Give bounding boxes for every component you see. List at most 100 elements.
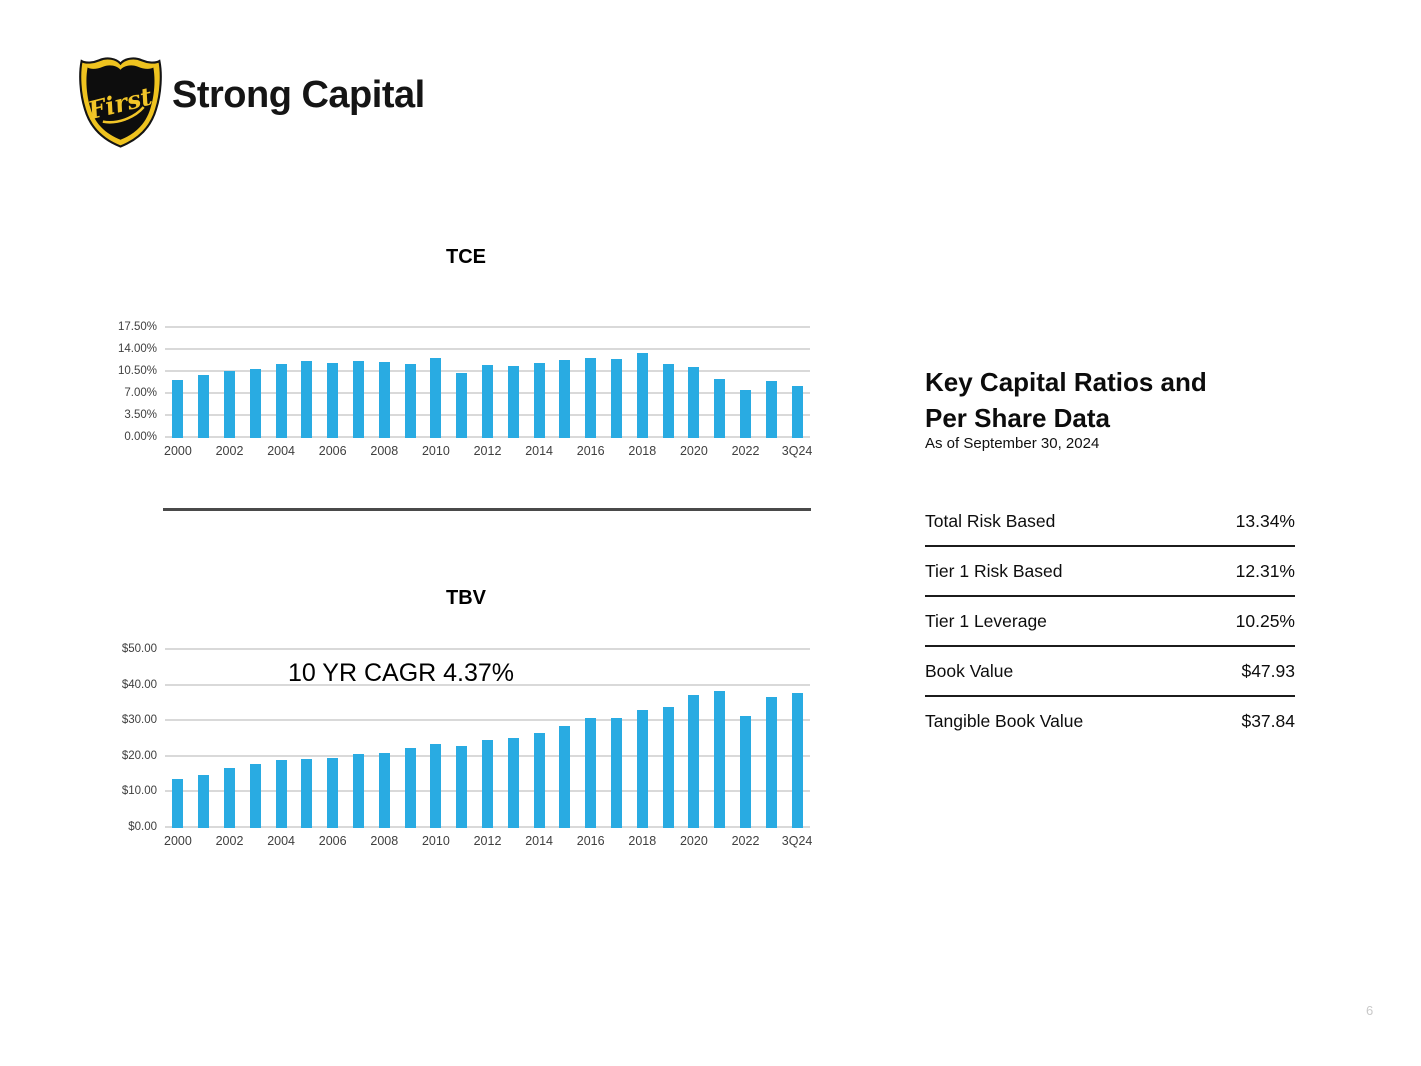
bar-tce-2010 xyxy=(430,358,442,438)
y-axis-tick-label: $0.00 xyxy=(128,821,157,833)
bar-tce-2022 xyxy=(740,389,751,438)
bar-tbv-2013 xyxy=(507,737,519,828)
tce-chart-title: TCE xyxy=(446,246,486,268)
bar-tbv-2022 xyxy=(740,715,751,828)
section-divider xyxy=(163,508,811,511)
bar-tbv-2004 xyxy=(275,760,287,828)
row-label: Tier 1 Risk Based xyxy=(925,560,1063,581)
bar-tbv-2009 xyxy=(404,748,416,828)
tbv-chart-plot: $50.00 $40.00 $30.00 $20.00 $10.00 $0.00 2000 2… xyxy=(122,643,813,848)
x-axis-tick-label: 2022 xyxy=(731,834,760,848)
bar-tbv-2005 xyxy=(301,758,313,828)
bar-tbv-2020 xyxy=(688,694,700,828)
bar-tbv-2006 xyxy=(327,757,339,828)
bar-tbv-2008 xyxy=(378,752,390,828)
x-axis-tick-label: 2008 xyxy=(370,444,399,458)
table-row: Tangible Book Value $37.84 xyxy=(925,697,1295,745)
bar-tce-2007 xyxy=(353,361,364,438)
bar-tce-2008 xyxy=(378,361,390,438)
bar-tce-2019 xyxy=(662,363,674,438)
bar-tce-2005 xyxy=(301,361,313,438)
x-axis-tick-label: 2016 xyxy=(576,444,605,458)
table-row: Book Value $47.93 xyxy=(925,647,1295,697)
bar-tce-2021 xyxy=(714,378,726,438)
y-axis-tick-label: $30.00 xyxy=(121,714,157,727)
row-value: 10.25% xyxy=(1235,610,1295,631)
bar-tce-2001 xyxy=(198,374,210,438)
bar-tbv-3Q24 xyxy=(791,693,803,828)
bar-tce-2013 xyxy=(507,365,519,438)
y-axis-tick-label: $10.00 xyxy=(121,785,157,798)
x-axis-tick-label: 2014 xyxy=(525,834,553,848)
table-row: Tier 1 Risk Based 12.31% xyxy=(925,547,1295,597)
bar-tce-2006 xyxy=(327,362,339,438)
x-axis-tick-label: 2012 xyxy=(473,444,502,458)
x-axis-tick-label: 3Q24 xyxy=(781,834,813,848)
row-label: Tier 1 Leverage xyxy=(925,610,1047,631)
x-axis-tick-label: 2014 xyxy=(525,444,553,458)
bar-tce-2018 xyxy=(636,353,648,438)
as-of-date: As of September 30, 2024 xyxy=(925,435,1100,452)
x-axis-tick-label: 2000 xyxy=(164,444,192,458)
bar-tbv-2011 xyxy=(456,746,468,828)
key-ratios-heading-line1: Key Capital Ratios and xyxy=(925,367,1207,397)
x-axis-tick-label: 2006 xyxy=(318,834,347,848)
page-number: 6 xyxy=(1366,1003,1374,1018)
x-axis-tick-label: 2022 xyxy=(731,444,760,458)
bar-tce-2002 xyxy=(224,371,235,438)
row-label: Book Value xyxy=(925,660,1014,681)
bar-tbv-2016 xyxy=(585,718,597,828)
bar-tce-2000 xyxy=(172,380,184,438)
bar-tbv-2017 xyxy=(611,718,622,828)
row-value: $37.84 xyxy=(1241,710,1295,731)
gridline xyxy=(165,648,810,650)
x-axis-tick-label: 2018 xyxy=(628,444,657,458)
table-row: Tier 1 Leverage 10.25% xyxy=(925,597,1295,647)
x-axis-tick-label: 2020 xyxy=(679,834,708,848)
x-axis-tick-label: 2008 xyxy=(370,834,399,848)
bar-tbv-2019 xyxy=(662,707,674,828)
y-axis-tick-label: $20.00 xyxy=(121,749,157,762)
x-axis-tick-label: 2020 xyxy=(679,444,708,458)
y-axis-tick-label: $40.00 xyxy=(121,678,157,691)
tce-chart-plot: 17.50% 14.00% 10.50% 7.00% 3.50% 0.00% 2000 200… xyxy=(118,321,812,458)
bar-tce-2016 xyxy=(585,358,597,438)
bar-tce-2009 xyxy=(404,364,416,438)
x-axis-tick-label: 2010 xyxy=(421,444,450,458)
x-axis-tick-label: 2004 xyxy=(267,444,295,458)
bar-tbv-2000 xyxy=(172,778,184,828)
bar-tbv-2018 xyxy=(636,710,648,828)
y-axis-tick-label: 3.50% xyxy=(124,409,157,421)
bar-tbv-2002 xyxy=(224,768,235,828)
y-axis-tick-label: 14.00% xyxy=(117,343,157,355)
x-axis-tick-label: 2000 xyxy=(164,834,192,848)
bar-tce-2011 xyxy=(456,372,468,438)
bar-tce-2003 xyxy=(249,368,261,438)
bar-tce-2017 xyxy=(611,359,622,438)
x-axis-tick-label: 2004 xyxy=(267,834,295,848)
bar-tbv-2014 xyxy=(533,732,545,828)
bar-tce-2014 xyxy=(533,363,545,438)
gridline xyxy=(165,326,810,328)
y-axis-tick-label: 10.50% xyxy=(117,365,157,377)
x-axis-tick-label: 2012 xyxy=(473,834,502,848)
gridline xyxy=(165,348,810,350)
key-ratios-heading: Key Capital Ratios and Per Share Data xyxy=(925,364,1207,436)
y-axis-tick-label: 0.00% xyxy=(124,431,157,443)
y-axis-tick-label: 7.00% xyxy=(124,387,157,399)
y-axis-tick-label: $50.00 xyxy=(121,643,157,655)
logo-underline-swash xyxy=(102,106,145,124)
bar-tce-2004 xyxy=(275,363,287,438)
x-axis-tick-label: 2010 xyxy=(421,834,450,848)
row-value: 13.34% xyxy=(1235,510,1295,531)
row-value: $47.93 xyxy=(1241,660,1295,681)
key-ratios-table: Total Risk Based 13.34% Tier 1 Risk Base… xyxy=(925,497,1295,745)
y-axis-tick-label: 17.50% xyxy=(117,321,157,333)
tbv-chart-title: TBV xyxy=(446,587,486,609)
bar-tbv-2023 xyxy=(765,697,777,828)
x-axis-tick-label: 2006 xyxy=(318,444,347,458)
bar-tce-2020 xyxy=(688,366,700,438)
x-axis-tick-label: 2018 xyxy=(628,834,657,848)
bar-tce-2023 xyxy=(765,381,777,438)
